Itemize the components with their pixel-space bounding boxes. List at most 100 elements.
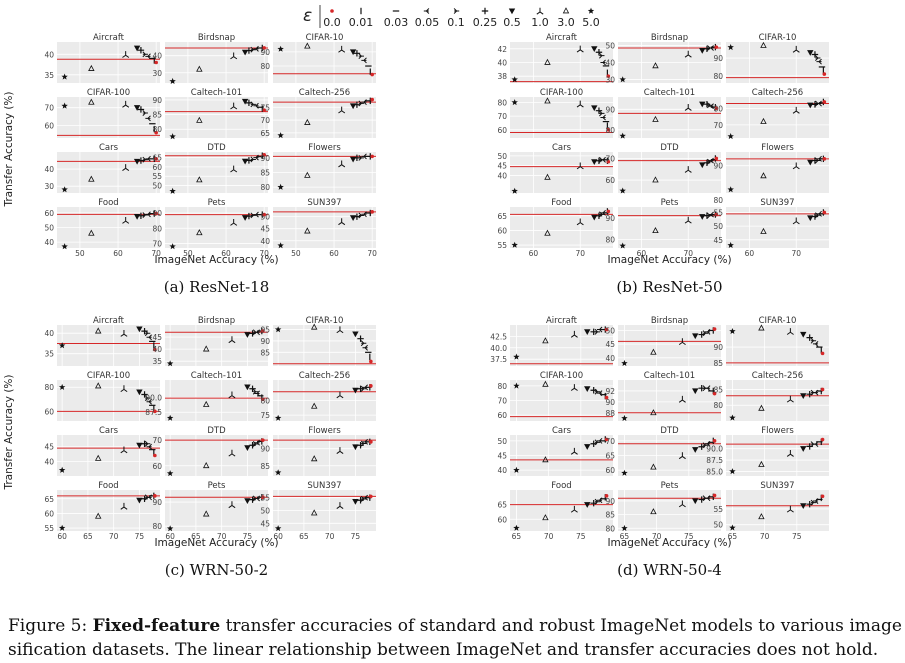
data-point: [729, 327, 736, 335]
data-point: [228, 391, 236, 399]
legend-marker-tri-up: [536, 7, 544, 15]
y-tick-label: 60: [605, 466, 615, 475]
x-tick-label: 75: [792, 532, 802, 541]
y-tick-label: 50: [497, 437, 507, 446]
data-point: [604, 437, 609, 442]
y-tick-label: 85: [605, 511, 615, 520]
data-point: [310, 402, 318, 409]
panel-title: CIFAR-10: [306, 33, 344, 43]
panel-cifar-100: 60 80 CIFAR-100: [44, 371, 160, 421]
data-point: [702, 330, 709, 337]
data-point: [137, 106, 145, 113]
panel-cars: 40 45 50 Cars: [497, 426, 613, 476]
data-point: [604, 327, 609, 332]
data-point: [760, 172, 767, 179]
panel-title: SUN397: [760, 198, 794, 208]
data-point: [58, 342, 66, 349]
subfigure-4: 37.5 40.0 42.5 Aircraft 40 45 50 Birdsnap 85 90 CI…: [490, 316, 829, 579]
y-tick-label: 90: [605, 497, 615, 506]
panel-title: Food: [551, 481, 571, 491]
data-point: [727, 43, 734, 51]
y-tick-label: 80: [497, 382, 507, 391]
data-point: [122, 164, 130, 171]
data-point: [136, 326, 143, 333]
panel-background: [273, 207, 376, 248]
panel-background: [165, 42, 268, 83]
panel-title: CIFAR-10: [759, 316, 797, 326]
data-point: [570, 505, 578, 513]
data-point: [576, 162, 584, 170]
y-tick-label: 85: [713, 359, 723, 368]
data-point: [727, 241, 734, 248]
y-tick-label: 60: [44, 209, 54, 218]
data-point: [304, 42, 311, 49]
data-point: [513, 524, 520, 531]
y-tick-label: 40: [152, 52, 162, 61]
y-tick-label: 90: [713, 54, 723, 63]
x-tick-label: 65: [299, 532, 309, 541]
x-tick-label: 60: [165, 532, 175, 541]
data-point: [146, 334, 152, 341]
data-point: [250, 212, 256, 219]
y-tick-label: 80: [713, 72, 723, 81]
panel-background: [726, 490, 829, 531]
data-point: [650, 508, 657, 515]
x-tick-label: 50: [75, 249, 85, 258]
data-point: [166, 525, 174, 532]
epsilon-legend: ε 0.0 0.01 0.03 0.05 0.1 0.25 0.5 1.0 3.0 5.0: [303, 5, 600, 29]
data-point: [807, 50, 814, 56]
data-point: [122, 100, 130, 108]
data-point: [800, 503, 807, 509]
y-tick-label: 38: [497, 72, 507, 81]
y-tick-label: 75: [260, 411, 270, 420]
data-point: [712, 439, 717, 443]
y-tick-label: 40: [605, 354, 615, 363]
data-point: [652, 115, 659, 122]
data-point: [600, 114, 606, 121]
data-point: [594, 328, 601, 335]
data-point: [153, 347, 157, 352]
data-point: [154, 211, 158, 216]
panel-background: [57, 380, 160, 421]
figure-caption-line-1: Figure 5: Fixed-feature transfer accurac…: [8, 616, 905, 636]
data-point: [338, 106, 346, 114]
legend-label: 0.0: [323, 16, 341, 29]
y-tick-label: 65: [497, 501, 507, 510]
panel-background: [57, 97, 160, 138]
y-tick-label: 35: [44, 71, 54, 80]
data-point: [245, 157, 253, 164]
data-point: [262, 108, 266, 112]
panel-title: Caltech-256: [299, 88, 350, 98]
data-point: [584, 444, 591, 450]
data-point: [230, 102, 238, 110]
data-point: [277, 242, 284, 249]
y-tick-label: 50: [605, 326, 615, 335]
data-point: [370, 154, 374, 159]
y-tick-label: 65: [497, 212, 507, 221]
data-point: [727, 186, 734, 193]
data-point: [576, 218, 584, 226]
legend-marker-plus: [481, 7, 489, 15]
data-point: [758, 460, 765, 467]
panel-food: 60 65 Food 65 70 75: [497, 481, 613, 541]
data-point: [61, 73, 68, 80]
data-point: [141, 391, 148, 398]
panel-title: Flowers: [308, 426, 341, 436]
data-point: [511, 99, 518, 106]
data-point: [338, 218, 346, 226]
data-point: [542, 337, 549, 344]
data-point: [122, 51, 130, 58]
data-point: [619, 242, 626, 249]
data-point: [122, 216, 130, 224]
data-point: [760, 117, 767, 124]
panel-background: [273, 42, 376, 83]
panel-birdsnap: 30 40 Birdsnap: [152, 33, 268, 85]
y-tick-label: 37.5: [490, 355, 507, 364]
panel-cifar-100: 60 70 80 CIFAR-100: [497, 88, 613, 138]
data-point: [304, 171, 311, 178]
data-point: [684, 50, 692, 58]
y-tick-label: 80: [152, 522, 162, 531]
data-point: [684, 104, 692, 111]
y-tick-label: 45: [260, 519, 270, 528]
data-point: [349, 49, 357, 56]
